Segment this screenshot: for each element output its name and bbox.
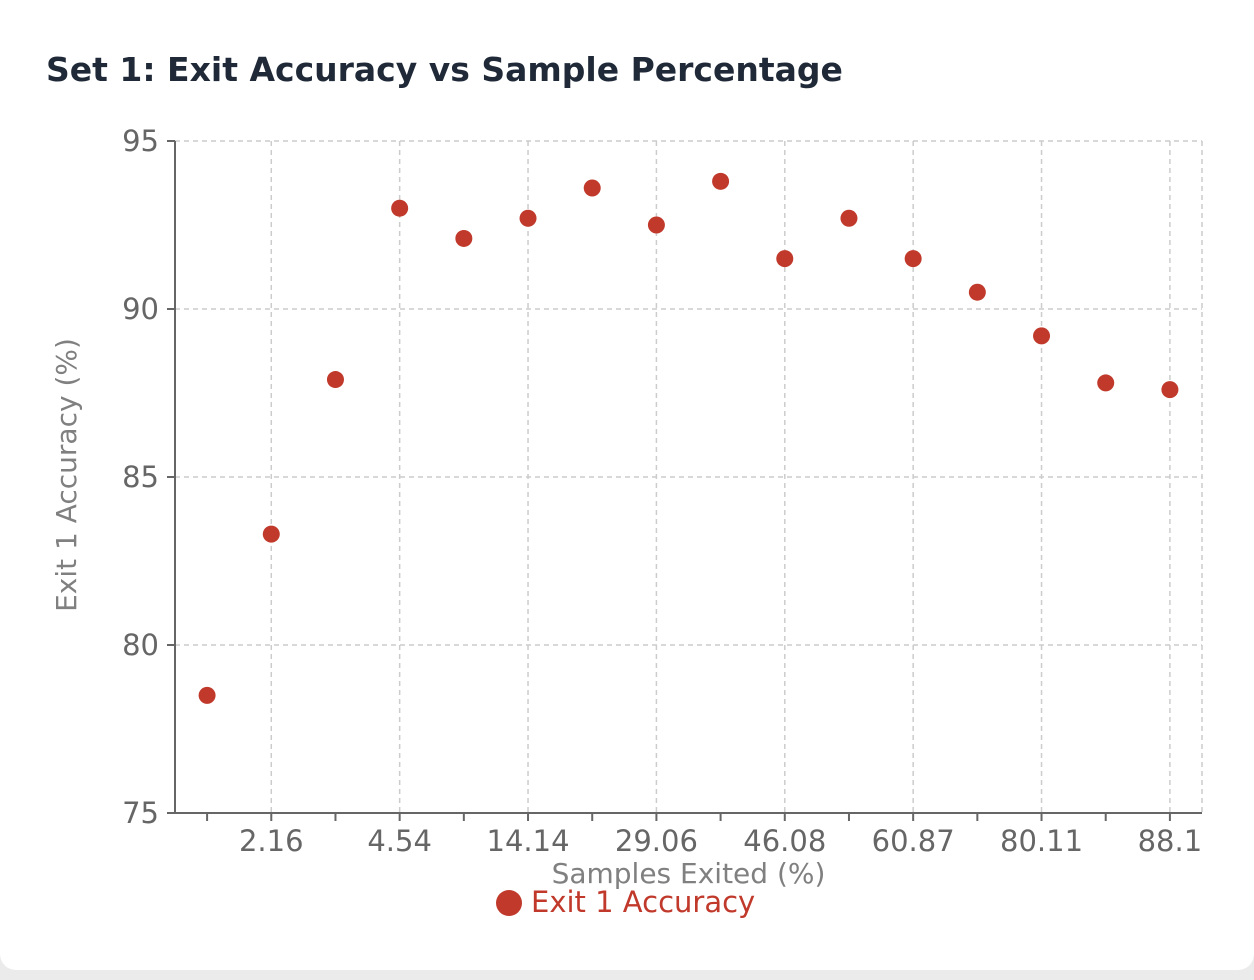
- data-point: [455, 229, 473, 247]
- y-tick-label: 85: [122, 460, 159, 494]
- data-point: [1161, 381, 1179, 399]
- data-point: [904, 250, 922, 268]
- x-tick-label: 14.14: [487, 824, 570, 858]
- x-tick-label: 29.06: [615, 824, 698, 858]
- x-tick-label: 46.08: [743, 824, 826, 858]
- chart-title: Set 1: Exit Accuracy vs Sample Percentag…: [46, 50, 843, 89]
- x-tick-label: 80.11: [1000, 824, 1083, 858]
- data-point: [391, 199, 409, 217]
- data-point: [712, 172, 730, 190]
- data-point: [968, 283, 986, 301]
- y-tick-label: 75: [122, 796, 159, 830]
- y-tick-label: 95: [122, 124, 159, 158]
- data-point: [647, 216, 665, 234]
- data-point: [583, 179, 601, 197]
- legend-marker: [496, 890, 522, 916]
- y-tick-label: 80: [122, 628, 159, 662]
- legend: Exit 1 Accuracy: [496, 885, 755, 919]
- data-point: [840, 209, 858, 227]
- data-point: [519, 209, 537, 227]
- data-point: [262, 525, 280, 543]
- x-axis-title: Samples Exited (%): [552, 857, 826, 890]
- x-tick-label: 60.87: [872, 824, 955, 858]
- legend-label: Exit 1 Accuracy: [531, 885, 755, 919]
- y-tick-label: 90: [122, 292, 159, 326]
- data-point: [198, 686, 216, 704]
- x-tick-label: 2.16: [239, 824, 304, 858]
- data-point: [776, 250, 794, 268]
- y-axis-title: Exit 1 Accuracy (%): [50, 338, 83, 612]
- data-point: [326, 371, 344, 389]
- data-point: [1097, 374, 1115, 392]
- x-tick-label: 88.1: [1138, 824, 1203, 858]
- data-point: [1033, 327, 1051, 345]
- x-tick-label: 4.54: [367, 824, 432, 858]
